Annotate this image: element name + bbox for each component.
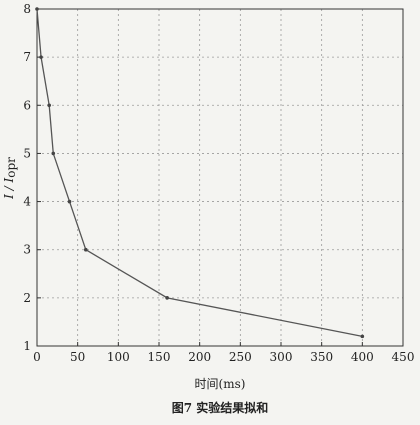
y-tick-label: 3 — [23, 243, 31, 257]
x-tick-label: 200 — [188, 350, 211, 364]
x-tick-label: 350 — [310, 350, 333, 364]
series-line — [36, 8, 363, 338]
y-tick-label: 6 — [23, 98, 31, 112]
data-point — [51, 151, 56, 156]
y-axis-label-main: I / I — [2, 177, 16, 199]
y-tick-label: 7 — [23, 50, 31, 64]
y-tick-label: 8 — [23, 2, 31, 16]
y-tick-label: 4 — [23, 195, 31, 209]
series — [35, 7, 365, 339]
data-point — [165, 296, 169, 300]
x-tick-label: 250 — [229, 350, 252, 364]
data-point — [39, 55, 43, 59]
data-point — [35, 7, 39, 11]
y-axis-label-sub: opr — [4, 157, 18, 178]
x-tick-label: 0 — [33, 350, 41, 364]
plot-frame — [36, 8, 404, 347]
y-tick-label: 1 — [23, 339, 31, 353]
x-tick-label: 150 — [148, 350, 171, 364]
x-axis-label: 时间(ms) — [195, 377, 246, 391]
x-tick-label: 50 — [70, 350, 85, 364]
figure-caption: 图7 实验结果拟和 — [172, 400, 269, 415]
y-tick-label: 2 — [23, 291, 31, 305]
data-point — [47, 103, 51, 108]
data-point — [67, 199, 72, 204]
x-tick-label: 450 — [392, 350, 415, 364]
ticks: 0 50 100 150 200 250 300 350 400 450 1 2 3 4 5 6 7 8 — [23, 2, 414, 364]
x-tick-label: 400 — [351, 350, 374, 364]
data-point — [360, 334, 365, 339]
data-point — [84, 247, 88, 252]
grid — [37, 9, 403, 346]
y-tick-label: 5 — [23, 146, 31, 160]
x-tick-label: 300 — [270, 350, 293, 364]
x-tick-label: 100 — [107, 350, 130, 364]
y-axis-label: I / Iopr — [2, 157, 18, 200]
